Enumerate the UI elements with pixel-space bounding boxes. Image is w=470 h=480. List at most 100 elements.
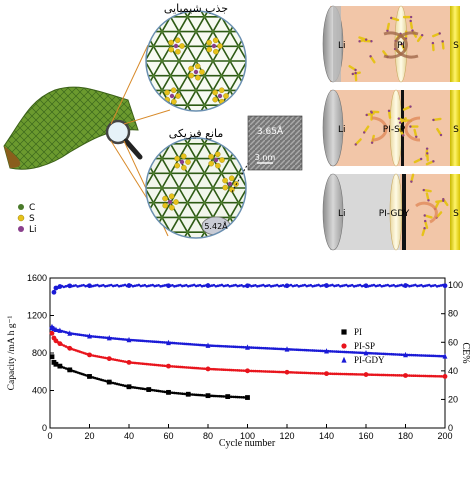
data-point [51,289,57,295]
data-trail-point [321,284,324,287]
data-trail-point [307,371,311,375]
data-trail-point [198,343,202,347]
data-trail-point [305,284,309,288]
data-trail-point [190,393,194,396]
data-trail-point [337,372,340,376]
data-point [205,283,211,288]
data-trail-point [196,343,200,347]
cycling-chart: 0 20 40 60 80 100 120 140 160 180 200 040080012001… [7,273,470,449]
data-trail-point [400,374,403,377]
data-trail-point [344,350,348,354]
data-trail-point [333,350,336,353]
data-trail-point [348,350,352,354]
data-trail-point [202,343,206,347]
data-trail-point [342,284,346,287]
data-trail-point [198,367,202,370]
zoom-chemisorption [146,11,246,111]
data-trail-point [416,284,419,288]
data-trail-point [100,378,103,382]
data-point [53,338,59,344]
data-trail-point [198,393,202,397]
data-trail-point [143,387,147,391]
data-trail-point [175,341,178,345]
data-trail-point [425,284,429,287]
battery-cells: Li PI S Li PI-SP S L [322,5,460,251]
data-point [106,335,112,341]
data-trail-point [135,386,139,390]
data-trail-point [254,283,257,287]
data-trail-point [226,345,230,348]
y-tick-label: 400 [32,386,47,396]
data-trail-point [226,283,230,287]
data-trail-point [437,284,441,288]
data-trail-point [429,284,433,288]
data-trail-point [100,355,103,359]
y-tick-label: 0 [42,423,47,433]
data-trail-point [346,284,350,288]
data-trail-point [372,283,376,287]
data-point [284,283,290,289]
data-trail-point [408,353,411,357]
data-trail-point [102,336,105,339]
legend-marker-pi-sp [341,343,347,349]
cell-pi-sp-left-label: Li [338,125,346,135]
data-trail-point [135,339,139,342]
data-trail-point [416,353,419,357]
data-trail-point [258,284,261,288]
data-trail-point [96,283,99,287]
data-trail-point [358,373,362,376]
data-trail-point [386,373,390,377]
x-tick-label: 20 [84,431,94,441]
data-trail-point [186,342,190,346]
data-trail-point [216,344,220,348]
data-point [126,283,132,288]
data-trail-point [210,367,214,371]
y2-tick-label: 40 [448,366,458,376]
data-trail-point [267,370,271,373]
data-trail-point [137,283,141,287]
data-trail-point [420,354,423,357]
data-point [126,384,132,390]
data-trail-point [159,364,162,367]
data-trail-point [258,346,261,350]
cell-pi-sp-right-label: S [453,125,459,135]
cell-pi-gdy-separator-label: PI-GDY [379,209,410,219]
data-trail-point [84,334,87,337]
data-trail-point [309,371,313,375]
data-trail-point [307,284,311,287]
data-trail-point [163,284,166,287]
data-trail-point [236,284,239,288]
legend-carbon-dot [18,204,24,210]
data-trail-point [390,352,393,356]
data-trail-point [202,367,206,370]
data-trail-point [153,340,156,344]
data-trail-point [412,353,415,357]
data-point [166,283,171,289]
data-trail-point [341,372,344,376]
data-trail-point [183,392,186,396]
data-trail-point [311,371,314,375]
data-trail-point [183,342,186,346]
data-point [53,361,59,367]
data-trail-point [212,344,216,348]
data-trail-point [390,373,393,377]
data-trail-point [216,368,220,371]
data-trail-point [139,362,143,365]
data-trail-point [360,351,364,355]
data-trail-point [267,347,271,350]
data-trail-point [305,348,309,352]
data-trail-point [240,283,243,287]
data-trail-point [151,283,154,287]
y2-axis-label: CE% [460,342,470,363]
data-trail-point [119,359,123,363]
data-trail-point [202,284,206,288]
data-trail-point [149,284,153,287]
data-trail-point [100,335,103,339]
data-point [87,333,92,339]
data-trail-point [177,342,180,345]
data-trail-point [368,351,372,355]
data-trail-point [147,339,151,343]
data-trail-point [388,373,392,377]
data-trail-point [262,346,265,350]
